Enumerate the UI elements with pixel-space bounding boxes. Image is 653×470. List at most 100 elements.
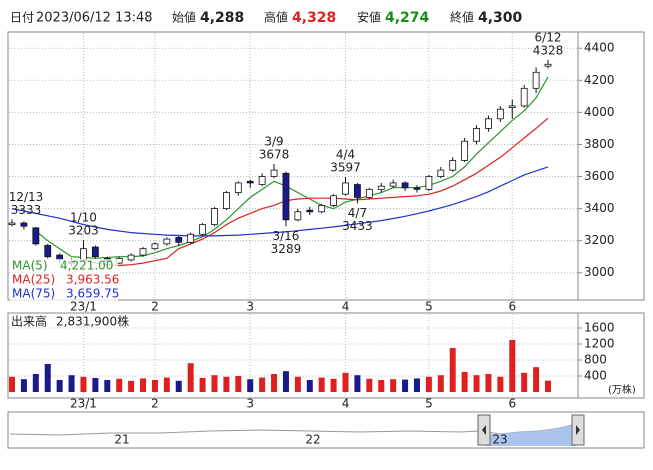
candle-body xyxy=(139,248,147,256)
volume-bar xyxy=(32,374,39,392)
volume-value: 2,831,900株 xyxy=(56,314,129,329)
low-label: 安値 xyxy=(357,10,381,25)
x-tick-label: 3 xyxy=(246,300,254,314)
x-tick-label: 5 xyxy=(425,300,433,314)
ma-line xyxy=(83,117,549,267)
volume-bar xyxy=(390,379,397,392)
volume-bar xyxy=(92,378,99,392)
candle-body xyxy=(437,169,445,177)
volume-bar xyxy=(306,380,313,392)
volume-frame xyxy=(7,312,645,399)
volume-bar xyxy=(545,380,551,392)
annotation-date: 1/10 xyxy=(70,211,97,225)
high-label: 高値 xyxy=(264,10,288,25)
y-tick-label: 800 xyxy=(584,353,607,367)
y-tick-label: 3000 xyxy=(584,265,615,279)
annotation-date: 3/16 xyxy=(272,229,299,243)
volume-bar xyxy=(128,380,135,392)
candle-body xyxy=(163,238,171,245)
y-tick-label: 3600 xyxy=(584,169,615,183)
volume-bar xyxy=(330,378,337,392)
volume-bar xyxy=(140,378,147,392)
volume-bar xyxy=(247,379,254,392)
header: 日付 2023/06/12 13:48 始値 4,288 高値 4,328 安値… xyxy=(10,10,523,27)
candle-body xyxy=(91,246,99,258)
x-tick-label: 2 xyxy=(151,397,159,411)
volume-bar xyxy=(223,376,230,392)
candle-body xyxy=(8,222,16,226)
candle-body xyxy=(20,222,28,227)
open-value: 4,288 xyxy=(200,10,244,26)
x-tick-label: 4 xyxy=(342,300,350,314)
high-value: 4,328 xyxy=(292,10,336,26)
x-tick-label: 23/1 xyxy=(70,397,97,411)
candle-body xyxy=(425,176,433,190)
legend-name: MA(75) xyxy=(12,287,55,301)
candle-body xyxy=(532,71,540,89)
volume-bar xyxy=(20,379,27,392)
navigator-selection xyxy=(486,424,576,446)
low-value: 4,274 xyxy=(385,10,430,26)
x-tick-label: 5 xyxy=(425,397,433,411)
navigator: 21 22 23 xyxy=(7,411,645,449)
y-tick-label: 1200 xyxy=(584,337,615,351)
candle-body xyxy=(473,128,480,142)
annotation-date: 3/9 xyxy=(264,135,283,149)
annotation-value: 4328 xyxy=(533,43,564,57)
annotation-value: 3597 xyxy=(330,161,361,175)
candle-body xyxy=(294,211,302,221)
y-tick-label: 1600 xyxy=(584,321,615,335)
volume-bar xyxy=(175,380,182,392)
y-tick-label: 3400 xyxy=(584,201,615,215)
candle-body xyxy=(199,224,206,235)
x-tick-label: 2 xyxy=(151,300,159,314)
volume-bar xyxy=(187,363,194,392)
legend-name: MA(5) xyxy=(12,259,48,273)
datetime: 2023/06/12 13:48 xyxy=(36,11,153,26)
candle-body xyxy=(318,204,326,213)
candle-body xyxy=(449,160,457,171)
x-tick-label: 4 xyxy=(342,397,350,411)
navigator-label: 21 xyxy=(114,433,129,447)
candle-body xyxy=(496,108,504,120)
candle-body xyxy=(389,182,397,187)
candle-body xyxy=(211,208,218,226)
volume-bar xyxy=(533,367,540,392)
handle-arrow xyxy=(576,425,580,435)
x-tick-label: 3 xyxy=(246,397,254,411)
candle-body xyxy=(330,195,338,206)
volume-bar xyxy=(163,377,170,392)
volume-title: 出来高 xyxy=(11,314,47,329)
candle-body xyxy=(401,182,409,189)
volume-bar xyxy=(449,348,456,392)
volume-bar xyxy=(259,377,266,392)
candle-body xyxy=(342,182,349,195)
volume-bar xyxy=(342,372,349,392)
candle-body xyxy=(520,87,528,107)
volume-bar xyxy=(151,380,158,392)
volume-bar xyxy=(9,376,15,392)
candle-body xyxy=(354,184,361,198)
price-frame xyxy=(7,31,645,301)
candle-body xyxy=(270,169,278,177)
candle-body xyxy=(413,187,421,190)
annotation-value: 3678 xyxy=(259,148,290,162)
annotation-date: 4/7 xyxy=(348,206,367,220)
volume-bar xyxy=(378,380,385,392)
annotation-date: 6/12 xyxy=(535,30,562,44)
y-tick-label: 400 xyxy=(584,369,607,383)
candle-body xyxy=(246,180,254,184)
y-tick-label: 3800 xyxy=(584,137,615,151)
y-tick-label: 3200 xyxy=(584,233,615,247)
volume-bar xyxy=(497,376,504,392)
annotation-date: 4/4 xyxy=(336,148,355,162)
volume-bar xyxy=(44,364,51,392)
volume-bar xyxy=(461,372,468,392)
volume-bar xyxy=(437,375,444,392)
volume-bar xyxy=(80,376,87,392)
open-label: 始値 xyxy=(172,10,196,25)
candle-body xyxy=(365,188,373,198)
volume-bar xyxy=(473,375,480,392)
navigator-label: 22 xyxy=(305,433,320,447)
